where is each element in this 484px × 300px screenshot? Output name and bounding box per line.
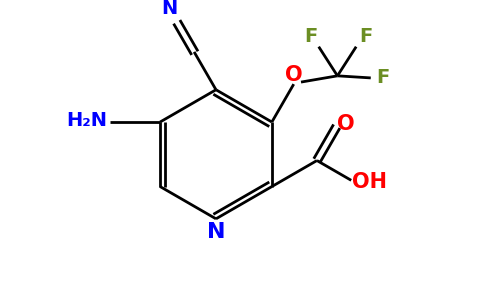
Text: F: F: [359, 27, 372, 46]
Text: N: N: [161, 0, 177, 18]
Text: F: F: [304, 27, 317, 46]
Text: O: O: [337, 114, 355, 134]
Text: N: N: [207, 222, 225, 242]
Text: O: O: [285, 65, 302, 85]
Text: F: F: [377, 68, 390, 87]
Text: OH: OH: [352, 172, 387, 192]
Text: H₂N: H₂N: [67, 112, 108, 130]
